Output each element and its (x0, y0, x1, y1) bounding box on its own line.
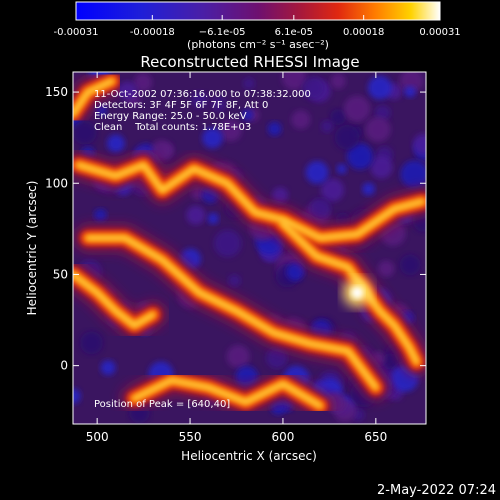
heatmap-texture-blob (94, 208, 107, 222)
peak-position-label: Position of Peak = [640,40] (94, 399, 230, 410)
heatmap-texture-blob (235, 366, 258, 389)
heatmap-texture-blob (186, 205, 206, 225)
colorbar-gradient (75, 1, 441, 21)
heatmap-texture-blob (228, 274, 241, 287)
colorbar-tick-label: −6.1e-05 (199, 27, 246, 38)
heatmap-texture-blob (133, 73, 153, 92)
colorbar-tick-label: 0.00018 (343, 27, 384, 38)
heatmap-texture-blob (404, 86, 416, 98)
y-axis-label: Heliocentric Y (arcsec) (25, 181, 39, 316)
bright-ridge (280, 221, 419, 364)
bright-ridge (73, 272, 155, 328)
heatmap-texture-blob (399, 254, 421, 276)
heatmap-texture-blob (305, 161, 329, 184)
heatmap-texture-blob (207, 213, 219, 225)
colorbar-tick-label: -0.00031 (54, 27, 99, 38)
heatmap-texture-blob (368, 75, 392, 100)
heatmap-texture-blob (362, 182, 375, 196)
heatmap-texture-blob (334, 124, 360, 150)
heatmap-texture-blob (281, 72, 307, 90)
heatmap-texture-blob (80, 331, 103, 355)
footer-timestamp: 2-May-2022 07:24 (377, 483, 496, 498)
heatmap-texture-blob (400, 160, 426, 189)
heatmap-texture-blob (370, 156, 393, 179)
heatmap-texture-blob (106, 134, 125, 153)
heatmap-texture-blob (73, 120, 97, 145)
info-annotations: 11-Oct-2002 07:36:16.000 to 07:38:32.000… (94, 89, 311, 133)
y-tick-label: 0 (60, 359, 68, 373)
heatmap-ridges (73, 72, 426, 419)
heatmap-texture-blob (336, 163, 347, 175)
plot-area: 500 550 600 650 0 50 100 150 11-Oct-2002 07:36:… (45, 71, 427, 444)
x-tick-label: 650 (364, 430, 387, 444)
heatmap-texture-blob (320, 178, 344, 202)
heatmap-texture-blob (272, 187, 289, 204)
peak-core (351, 286, 364, 299)
heatmap-texture-blob (150, 139, 173, 162)
colorbar-tick-label: 0.00031 (419, 27, 460, 38)
heatmap-texture-blob (291, 110, 311, 130)
heatmap-texture-blob (226, 344, 250, 369)
colorbar-ticks: -0.00031 -0.00018 −6.1e-05 6.1e-05 0.00018 0.… (54, 15, 461, 38)
heatmap-texture-blob (191, 91, 208, 108)
heatmap-texture-blob (73, 388, 81, 404)
heatmap-texture-blob (219, 119, 242, 142)
heatmap-texture-blob (412, 133, 426, 156)
colorbar-units: (photons cm⁻² s⁻¹ asec⁻²) (187, 38, 329, 51)
bright-ridge (85, 236, 378, 390)
heatmap-texture-blob (377, 260, 395, 277)
colorbar-tick-label: -0.00018 (130, 27, 175, 38)
heatmap-texture-blob (242, 77, 255, 90)
bright-ridge (132, 378, 323, 408)
heatmap-texture-blob (343, 95, 371, 123)
heatmap-texture-blob (95, 104, 108, 116)
heatmap-texture-blob (266, 347, 288, 369)
heatmap-texture-blob (371, 351, 386, 366)
bright-ridge (76, 163, 425, 240)
heatmap-texture-blob (270, 399, 287, 415)
x-tick-label: 550 (179, 430, 202, 444)
heatmap-texture-blob (100, 360, 116, 376)
info-line-3: Energy Range: 25.0 - 50.0 keV (94, 111, 247, 122)
heatmap-texture-blob (191, 186, 205, 201)
info-line-1: 11-Oct-2002 07:36:16.000 to 07:38:32.000 (94, 89, 311, 100)
plot-frame (72, 71, 427, 425)
x-tick-label: 600 (271, 430, 294, 444)
heatmap-texture-blob (214, 229, 242, 258)
heatmap-texture-blob (309, 198, 331, 220)
y-tick-label: 100 (45, 176, 68, 190)
heatmap-texture-blob (241, 109, 254, 121)
chart-title: Reconstructed RHESSI Image (140, 53, 359, 71)
axis-ticks: 500 550 600 650 0 50 100 150 (45, 72, 426, 444)
heatmap-texture-blob (202, 127, 223, 149)
heatmap-texture-blob (320, 120, 334, 133)
heatmap-texture-blob (365, 116, 391, 142)
heatmap-texture-blob (211, 97, 227, 112)
heatmap-texture-blob (374, 105, 391, 121)
heatmap-texture-blob (286, 262, 305, 281)
y-tick-label: 150 (45, 85, 68, 99)
info-line-2: Detectors: 3F 4F 5F 6F 7F 8F, Att 0 (94, 100, 268, 111)
heatmap-texture-blob (330, 73, 346, 89)
heatmap-texture-blob (302, 76, 326, 100)
heatmap-texture-blob (267, 121, 282, 136)
colorbar-tick-label: 6.1e-05 (275, 27, 313, 38)
info-line-4: Clean Total counts: 1.78E+03 (94, 122, 251, 133)
x-axis-label: Heliocentric X (arcsec) (181, 449, 317, 463)
heatmap-texture-blob (399, 72, 424, 93)
y-tick-label: 50 (53, 267, 68, 281)
heatmap-texture-blob (346, 143, 374, 170)
colorbar: -0.00031 -0.00018 −6.1e-05 6.1e-05 0.00018 0.… (54, 1, 461, 51)
heatmap-texture-blob (382, 353, 399, 370)
bright-ridge (73, 79, 114, 116)
x-tick-label: 500 (86, 430, 109, 444)
heatmap-texture-blob (330, 109, 347, 126)
